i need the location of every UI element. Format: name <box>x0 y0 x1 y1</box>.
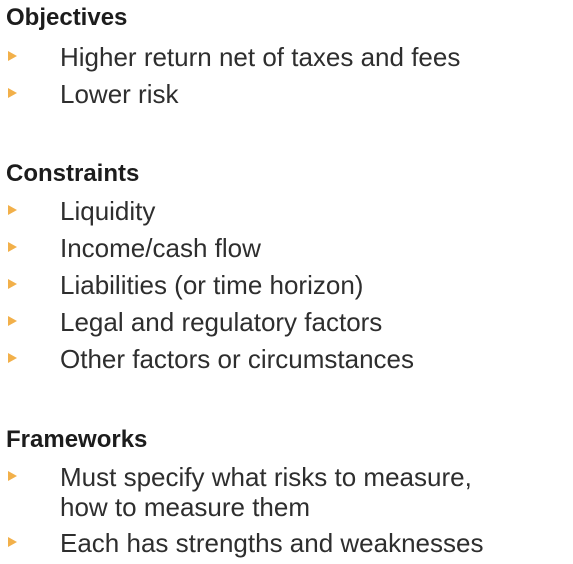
list-item: Liabilities (or time horizon) <box>0 270 573 307</box>
triangle-arrow-right-icon <box>8 471 17 481</box>
list-item: Lower risk <box>0 79 573 116</box>
bullet-text: Lower risk <box>60 79 179 109</box>
bullet-text: Higher return net of taxes and fees <box>60 42 461 72</box>
bullet-list: Higher return net of taxes and fees Lowe… <box>0 42 573 116</box>
triangle-arrow-right-icon <box>8 242 17 252</box>
list-item: Must specify what risks to measure, how … <box>0 462 573 528</box>
list-item: Legal and regulatory factors <box>0 307 573 344</box>
triangle-arrow-right-icon <box>8 353 17 363</box>
triangle-arrow-right-icon <box>8 88 17 98</box>
bullet-text: Each has strengths and weaknesses <box>60 528 484 558</box>
triangle-arrow-right-icon <box>8 205 17 215</box>
section-heading: Frameworks <box>6 426 148 453</box>
bullet-text: Other factors or circumstances <box>60 344 414 374</box>
triangle-arrow-right-icon <box>8 537 17 547</box>
triangle-arrow-right-icon <box>8 316 17 326</box>
triangle-arrow-right-icon <box>8 51 17 61</box>
section-heading: Objectives <box>6 4 128 31</box>
bullet-text: Must specify what risks to measure, how … <box>60 462 472 522</box>
list-item: Other factors or circumstances <box>0 344 573 381</box>
bullet-text: Liquidity <box>60 196 156 226</box>
bullet-text: Legal and regulatory factors <box>60 307 383 337</box>
list-item: Liquidity <box>0 196 573 233</box>
bullet-text: Income/cash flow <box>60 233 261 263</box>
bullet-list: Must specify what risks to measure, how … <box>0 462 573 564</box>
section-heading: Constraints <box>6 160 140 187</box>
bullet-list: Liquidity Income/cash flow Liabilities (… <box>0 196 573 381</box>
list-item: Higher return net of taxes and fees <box>0 42 573 79</box>
bullet-text: Liabilities (or time horizon) <box>60 270 364 300</box>
list-item: Income/cash flow <box>0 233 573 270</box>
list-item: Each has strengths and weaknesses <box>0 528 573 564</box>
triangle-arrow-right-icon <box>8 279 17 289</box>
